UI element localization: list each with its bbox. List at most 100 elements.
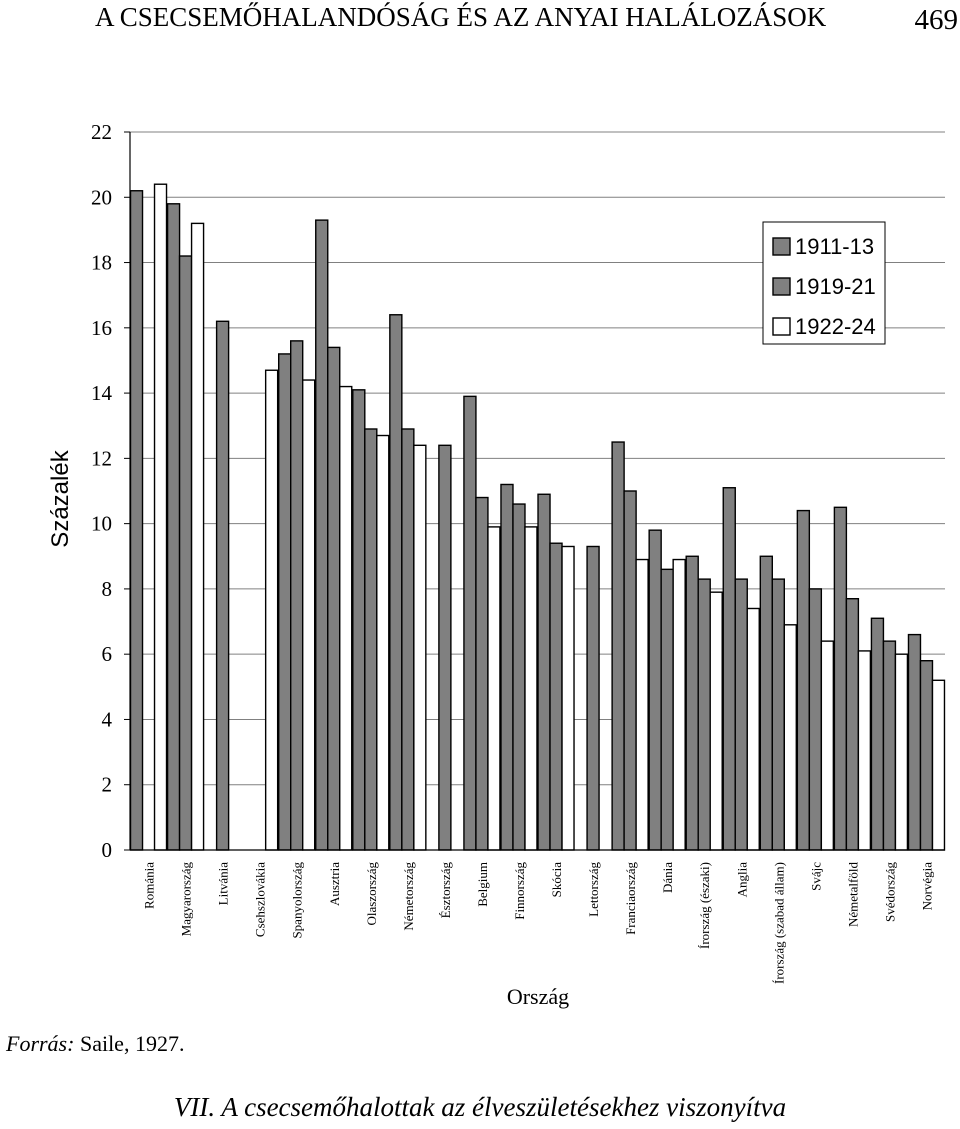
bar-1919-21	[586, 545, 600, 851]
bar-1919-21	[438, 444, 452, 851]
running-title: A CSECSEMŐHALANDÓSÁG ÉS AZ ANYAI HALÁLOZ…	[95, 2, 827, 32]
x-tick-label: Finnország	[512, 862, 527, 920]
bar-1911-13	[352, 389, 366, 851]
legend: 1911-13 1919-21 1922-24	[762, 221, 886, 345]
bar-1919-21	[697, 578, 711, 851]
bar-1919-21	[475, 496, 489, 851]
legend-swatch	[772, 317, 791, 336]
bar-1922-24	[820, 640, 835, 851]
y-tick-label: 18	[91, 251, 112, 275]
x-tick-label: Románia	[142, 862, 157, 909]
bar-1922-24	[746, 607, 760, 851]
bar-1911-13	[796, 509, 811, 851]
y-tick-labels: 0 2 4 6 8 10 12 14 16 18 20 22	[91, 120, 113, 862]
bar-1911-13	[500, 483, 514, 851]
bar-1911-13	[278, 353, 292, 851]
bar-1911-13	[315, 219, 329, 851]
page-number: 469	[914, 4, 959, 36]
x-tick-label: Írország (szabad állam)	[771, 862, 786, 984]
legend-label: 1919-21	[795, 274, 876, 299]
bar-1922-24	[672, 558, 686, 851]
legend-swatch	[772, 277, 791, 296]
bar-1919-21	[364, 428, 378, 851]
x-tick-label: Lettország	[586, 862, 601, 917]
y-tick-label: 22	[91, 120, 112, 144]
x-tick-label: Anglia	[734, 862, 749, 898]
bar-1922-24	[524, 526, 538, 851]
y-tick-label: 2	[102, 773, 113, 797]
bar-1911-13	[648, 529, 662, 851]
bar-1919-21	[808, 588, 823, 851]
x-tick-label: Németország	[401, 862, 416, 931]
x-tick-labels: Románia Magyarország Litvánia Csehszlovákia…	[142, 862, 935, 984]
x-tick-label: Dánia	[660, 862, 675, 893]
bar-1922-24	[635, 558, 649, 851]
bar-1911-13	[759, 555, 773, 851]
bar-1911-13	[907, 633, 922, 851]
bar-1922-24	[783, 624, 797, 851]
bar-1922-24	[561, 545, 575, 851]
bar-1922-24	[894, 653, 909, 851]
x-axis-label: Ország	[507, 984, 569, 1009]
x-tick-label: Olaszország	[364, 862, 379, 926]
bar-1922-24	[190, 222, 205, 851]
source-label: Forrás:	[6, 1031, 75, 1056]
x-tick-label: Észtország	[438, 862, 453, 919]
source-note: Forrás: Saile, 1927.	[6, 1031, 184, 1057]
bar-1919-21	[215, 320, 230, 851]
bar-chart: 0 2 4 6 8 10 12 14 16 18 20 22 Románia Magyarország L…	[47, 120, 946, 1009]
bar-1922-24	[931, 679, 946, 851]
bar-1922-24	[487, 526, 501, 851]
bar-1919-21	[734, 578, 748, 851]
bar-1919-21	[660, 568, 674, 851]
bar-1911-13	[870, 617, 885, 851]
y-tick-label: 12	[91, 446, 112, 470]
bar-1919-21	[919, 660, 934, 851]
bar-1919-21	[327, 346, 341, 851]
bar-1922-24	[709, 591, 723, 851]
x-tick-label: Skócia	[549, 862, 564, 898]
y-tick-label: 8	[102, 577, 113, 601]
bar-1919-21	[549, 542, 563, 851]
x-tick-label: Ausztria	[327, 862, 342, 906]
bar-1922-24	[339, 385, 353, 851]
y-tick-label: 16	[91, 316, 112, 340]
bar-1911-13	[537, 493, 551, 851]
y-tick-label: 0	[102, 838, 113, 862]
legend-swatch	[772, 237, 791, 256]
bar-1919-21	[771, 578, 785, 851]
bar-1911-13	[685, 555, 699, 851]
y-tick-label: 4	[102, 707, 113, 731]
bar-1919-21	[623, 490, 637, 851]
page-header: A CSECSEMŐHALANDÓSÁG ÉS AZ ANYAI HALÁLOZ…	[0, 0, 960, 50]
bar-1911-13	[722, 487, 736, 851]
bar-1911-13	[166, 203, 181, 851]
bar-1922-24	[264, 369, 279, 851]
bar-1922-24	[857, 650, 872, 851]
x-tick-label: Magyarország	[179, 862, 194, 937]
bar-1919-21	[178, 255, 193, 851]
figure-caption: VII. A csecsemőhalottak az élveszületése…	[173, 1092, 787, 1122]
legend-label: 1911-13	[795, 234, 874, 259]
bar-1922-24	[153, 183, 168, 851]
y-tick-label: 14	[91, 381, 113, 405]
x-tick-label: Spanyolország	[290, 862, 305, 939]
bar-1919-21	[845, 598, 860, 851]
y-tick-label: 6	[102, 642, 113, 666]
y-axis-label: Százalék	[47, 449, 74, 547]
bar-1911-13	[833, 506, 848, 851]
bar-1919-21	[882, 640, 897, 851]
bar-1922-24	[413, 444, 427, 851]
bar-1919-21	[401, 428, 415, 851]
legend-label: 1922-24	[795, 314, 876, 339]
x-tick-label: Litvánia	[216, 862, 231, 906]
bar-1911-13	[463, 395, 477, 851]
axes	[129, 132, 945, 851]
bar-1911-13	[611, 441, 625, 851]
bar-1911-13	[389, 314, 403, 851]
source-text: Saile, 1927.	[79, 1031, 185, 1056]
y-tick-label: 20	[91, 185, 112, 209]
x-tick-label: Franciaország	[623, 862, 638, 935]
x-tick-label: Belgium	[475, 862, 490, 907]
bar-1919-21	[290, 340, 304, 851]
